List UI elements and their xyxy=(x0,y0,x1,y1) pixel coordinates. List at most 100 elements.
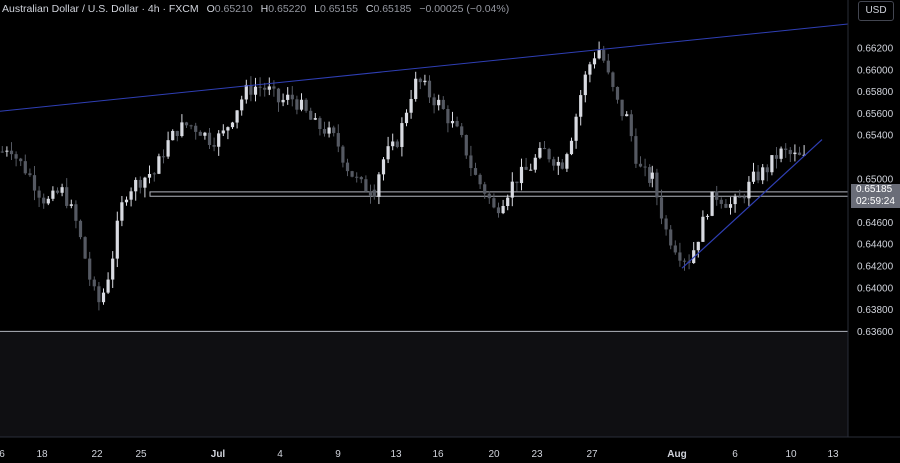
candle-body xyxy=(332,127,336,134)
candle-body xyxy=(547,149,551,160)
candle-body xyxy=(221,130,225,134)
high-value: 0.65220 xyxy=(268,3,307,15)
candle-body xyxy=(101,292,106,303)
candle-body xyxy=(152,173,156,175)
candle-body xyxy=(217,133,221,147)
x-tick-label: 6 xyxy=(0,449,5,460)
candle-body xyxy=(460,126,464,135)
x-tick-label: 18 xyxy=(36,449,48,460)
candle-body xyxy=(565,154,569,169)
candle-body xyxy=(560,162,564,169)
candle-body xyxy=(147,174,152,178)
candle-body xyxy=(643,166,647,168)
candle-body xyxy=(418,78,422,83)
candle-body xyxy=(650,172,654,179)
candle-body xyxy=(574,116,578,141)
candle-body xyxy=(634,136,638,164)
candle-body xyxy=(368,191,373,196)
candle-body xyxy=(542,147,547,150)
price-tag-countdown: 02:59:24 xyxy=(856,196,895,207)
candle-body xyxy=(606,60,610,73)
candle-body xyxy=(249,84,253,95)
y-tick-label: 0.66200 xyxy=(857,44,894,55)
candle-body xyxy=(638,163,643,167)
candle-body xyxy=(552,159,556,166)
candle-body xyxy=(299,99,304,110)
candle-body xyxy=(69,204,73,206)
low-label: L xyxy=(314,3,320,15)
open-label: O xyxy=(206,3,215,15)
candle-body xyxy=(184,122,189,126)
x-tick-label: 13 xyxy=(390,449,402,460)
x-tick-label: 10 xyxy=(785,449,797,460)
candle-body xyxy=(779,148,783,159)
candle-body xyxy=(696,241,700,251)
price-tag-price: 0.65185 xyxy=(856,184,893,195)
candle-body xyxy=(372,189,376,197)
candle-body xyxy=(32,175,37,191)
x-tick-label: Aug xyxy=(667,449,686,460)
rising-trendline xyxy=(681,139,823,269)
candle-body xyxy=(189,125,193,127)
candle-body xyxy=(226,127,230,131)
y-tick-label: 0.66000 xyxy=(857,65,894,76)
y-tick-label: 0.64000 xyxy=(857,283,894,294)
candle-body xyxy=(705,215,710,217)
candle-body xyxy=(336,133,340,147)
candle-body xyxy=(78,220,83,238)
candle-body xyxy=(157,156,161,174)
candle-body xyxy=(432,97,436,106)
candle-body xyxy=(588,64,592,75)
candle-body xyxy=(579,95,583,117)
candle-body xyxy=(19,158,23,162)
candle-body xyxy=(111,258,115,280)
candle-body xyxy=(14,154,18,159)
candle-body xyxy=(364,179,368,192)
candle-body xyxy=(258,86,262,88)
candle-body xyxy=(124,199,129,203)
candle-body xyxy=(97,286,101,303)
candle-body xyxy=(423,80,427,83)
x-tick-label: 6 xyxy=(732,449,738,460)
candle-body xyxy=(538,147,542,158)
candle-body xyxy=(400,123,404,147)
candle-body xyxy=(194,125,198,132)
candle-body xyxy=(212,144,216,147)
candle-body xyxy=(765,167,769,173)
candle-body xyxy=(350,171,354,177)
upper-trendline xyxy=(0,23,849,112)
candle-body xyxy=(240,99,244,111)
candle-body xyxy=(747,181,751,199)
candle-body xyxy=(263,87,267,90)
candle-body xyxy=(756,171,760,181)
candle-body xyxy=(60,187,64,193)
candle-body xyxy=(409,98,413,113)
candle-body xyxy=(724,203,728,208)
candle-body xyxy=(395,141,399,147)
candle-body xyxy=(611,72,615,87)
y-tick-label: 0.65400 xyxy=(857,131,894,142)
candle-body xyxy=(620,99,624,117)
candle-body xyxy=(391,141,395,147)
candle-body xyxy=(682,260,687,262)
candle-body xyxy=(295,99,299,110)
candle-body xyxy=(437,99,441,106)
y-tick-label: 0.64400 xyxy=(857,240,894,251)
candle-body xyxy=(42,197,46,204)
candle-body xyxy=(655,172,659,198)
candle-body xyxy=(441,99,445,109)
candle-body xyxy=(386,146,390,160)
candle-body xyxy=(678,252,682,261)
x-tick-label: 20 xyxy=(488,449,500,460)
currency-button[interactable]: USD xyxy=(858,1,894,21)
candle-body xyxy=(492,198,496,208)
candle-body xyxy=(427,80,432,98)
candle-body xyxy=(203,132,207,136)
y-tick-label: 0.63600 xyxy=(857,327,894,338)
candle-body xyxy=(92,279,96,287)
candle-body xyxy=(230,122,235,128)
candle-body xyxy=(23,161,27,174)
candle-body xyxy=(496,207,501,214)
candle-body xyxy=(524,166,528,170)
